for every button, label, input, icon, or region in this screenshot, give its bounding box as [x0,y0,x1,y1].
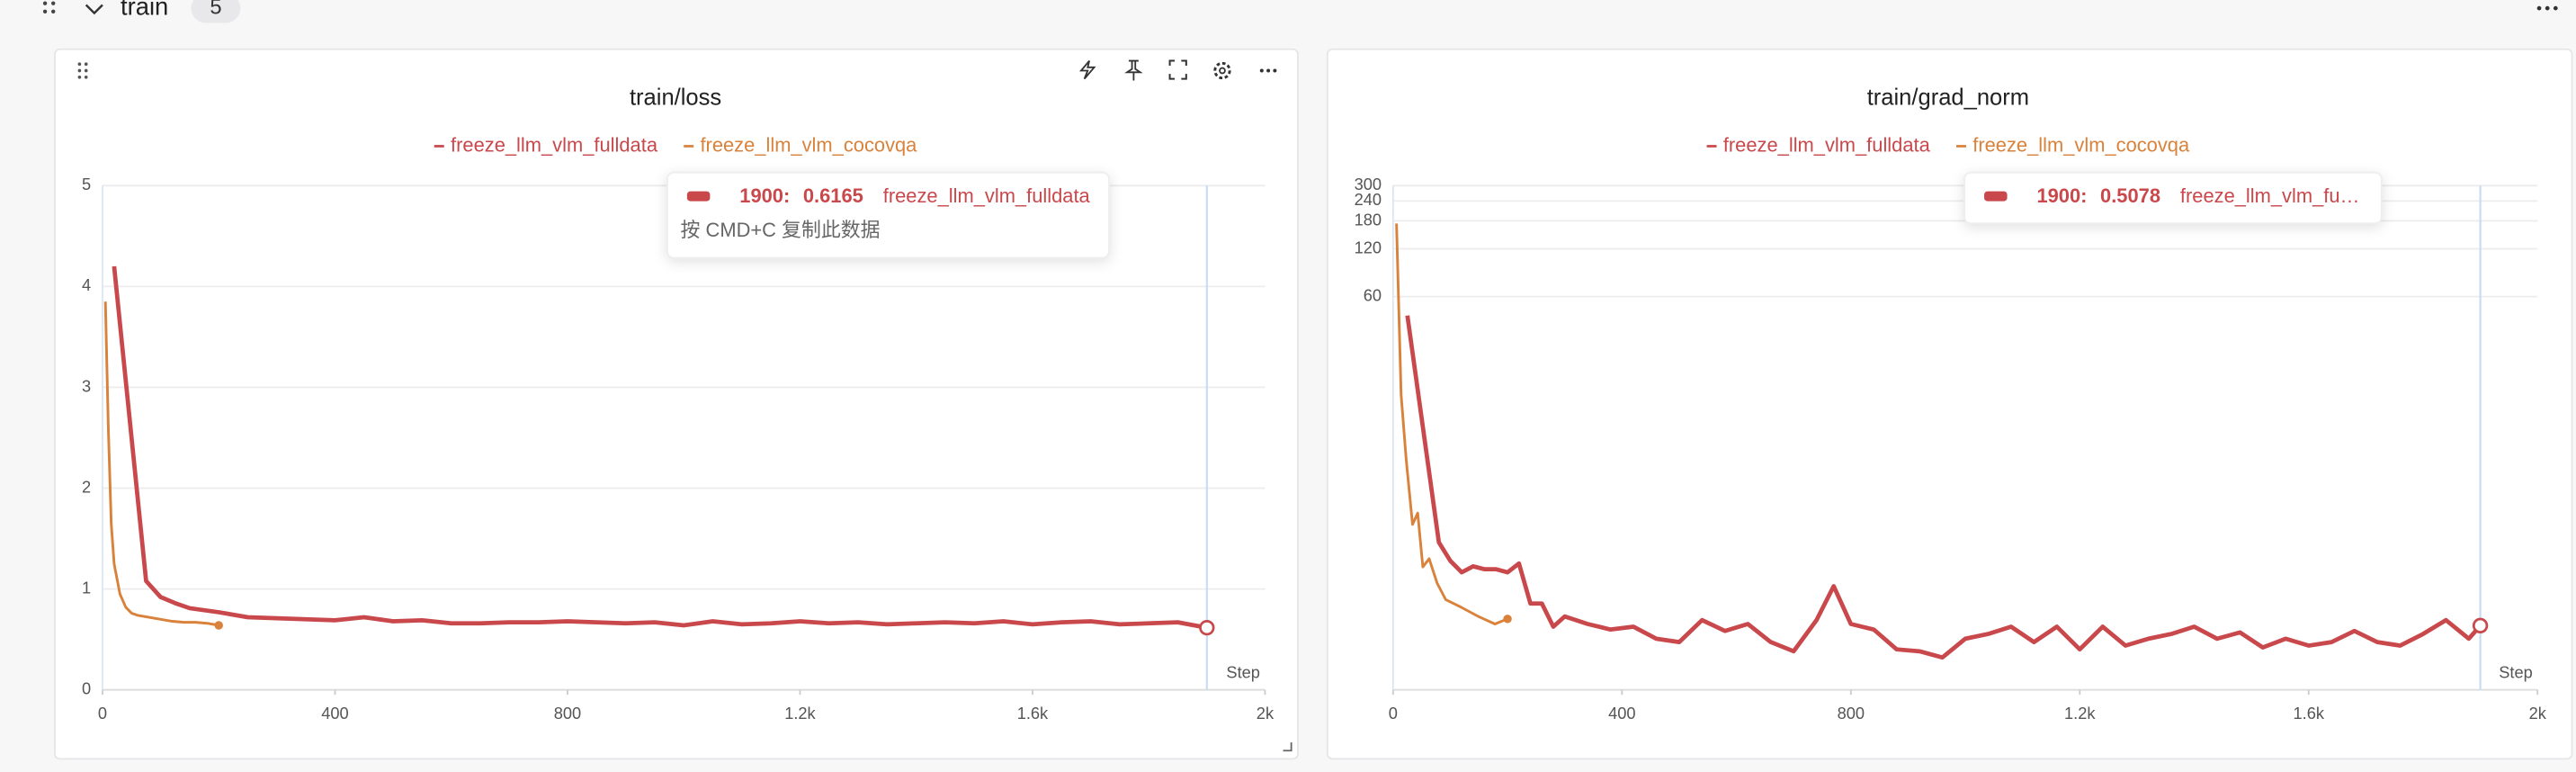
tooltip-value: 0.5078 [2100,184,2160,207]
x-tick-label: 1.2k [2064,704,2096,723]
x-tick-label: 800 [1838,704,1865,723]
legend-label: freeze_llm_vlm_fulldata [1723,133,1931,156]
legend-label: freeze_llm_vlm_cocovqa [700,133,917,156]
tooltip-step: 1900: [739,184,790,207]
end-marker [1199,619,1215,636]
series-line [112,265,1208,630]
x-axis-label: Step [2499,662,2533,681]
tooltip-hint: 按 CMD+C 复制此数据 [681,219,881,241]
x-tick-label: 1.6k [2294,704,2325,723]
settings-icon[interactable] [1213,61,1231,80]
y-tick-label: 120 [1355,238,1382,256]
x-tick-label: 1.2k [784,704,816,723]
legend-label: freeze_llm_vlm_cocovqa [1972,133,2190,156]
tooltip-step: 1900: [2036,184,2087,207]
card-drag-handle[interactable] [77,62,88,79]
end-marker [214,621,223,630]
drag-handle[interactable] [42,1,56,13]
tooltip-box [666,171,1110,259]
tooltip-swatch [1984,191,2008,202]
y-tick-label: 2 [82,477,91,496]
x-tick-label: 1.6k [1017,704,1049,723]
series-line [1405,315,2482,660]
x-axis-label: Step [1226,662,1260,681]
x-tick-label: 400 [1608,704,1635,723]
y-tick-label: 3 [82,376,91,395]
y-tick-label: 180 [1355,210,1382,229]
resize-handle[interactable] [1283,742,1292,752]
x-tick-label: 800 [554,704,581,723]
y-tick-label: 1 [82,578,91,597]
x-tick-label: 0 [1389,704,1398,723]
count-badge [191,0,241,23]
tooltip-swatch [686,191,711,202]
y-tick-label: 0 [82,679,91,698]
end-marker [1503,615,1512,624]
series-line [103,301,219,627]
chart-title: train/grad_norm [1867,85,2029,110]
tooltip-series: freeze_llm_vlm_fu… [2180,184,2360,207]
tooltip-series: freeze_llm_vlm_fulldata [883,184,1091,207]
tooltip-box [1963,171,2383,225]
x-tick-label: 0 [98,704,107,723]
y-tick-label: 240 [1355,190,1382,209]
group-title: train [121,0,168,20]
chart-card [54,48,1299,760]
pin-icon[interactable] [1124,59,1143,81]
group-menu[interactable] [2536,5,2558,11]
y-tick-label: 60 [1364,285,1382,304]
y-tick-label: 5 [82,175,91,193]
y-tick-label: 300 [1355,175,1382,193]
series-line [1395,223,1508,625]
x-tick-label: 400 [321,704,348,723]
chart-card [1326,48,2573,760]
end-marker [2472,617,2489,633]
tooltip-value: 0.6165 [803,184,863,207]
chart-title: train/loss [630,85,721,110]
legend-label: freeze_llm_vlm_fulldata [451,133,658,156]
card-menu[interactable] [1259,68,1277,73]
x-tick-label: 2k [1257,704,1275,723]
smooth-icon[interactable] [1079,59,1096,80]
fullscreen-icon[interactable] [1168,59,1187,80]
y-tick-label: 4 [82,275,91,294]
count-text: 5 [210,0,221,19]
collapse-chevron[interactable] [85,4,103,15]
x-tick-label: 2k [2529,704,2547,723]
